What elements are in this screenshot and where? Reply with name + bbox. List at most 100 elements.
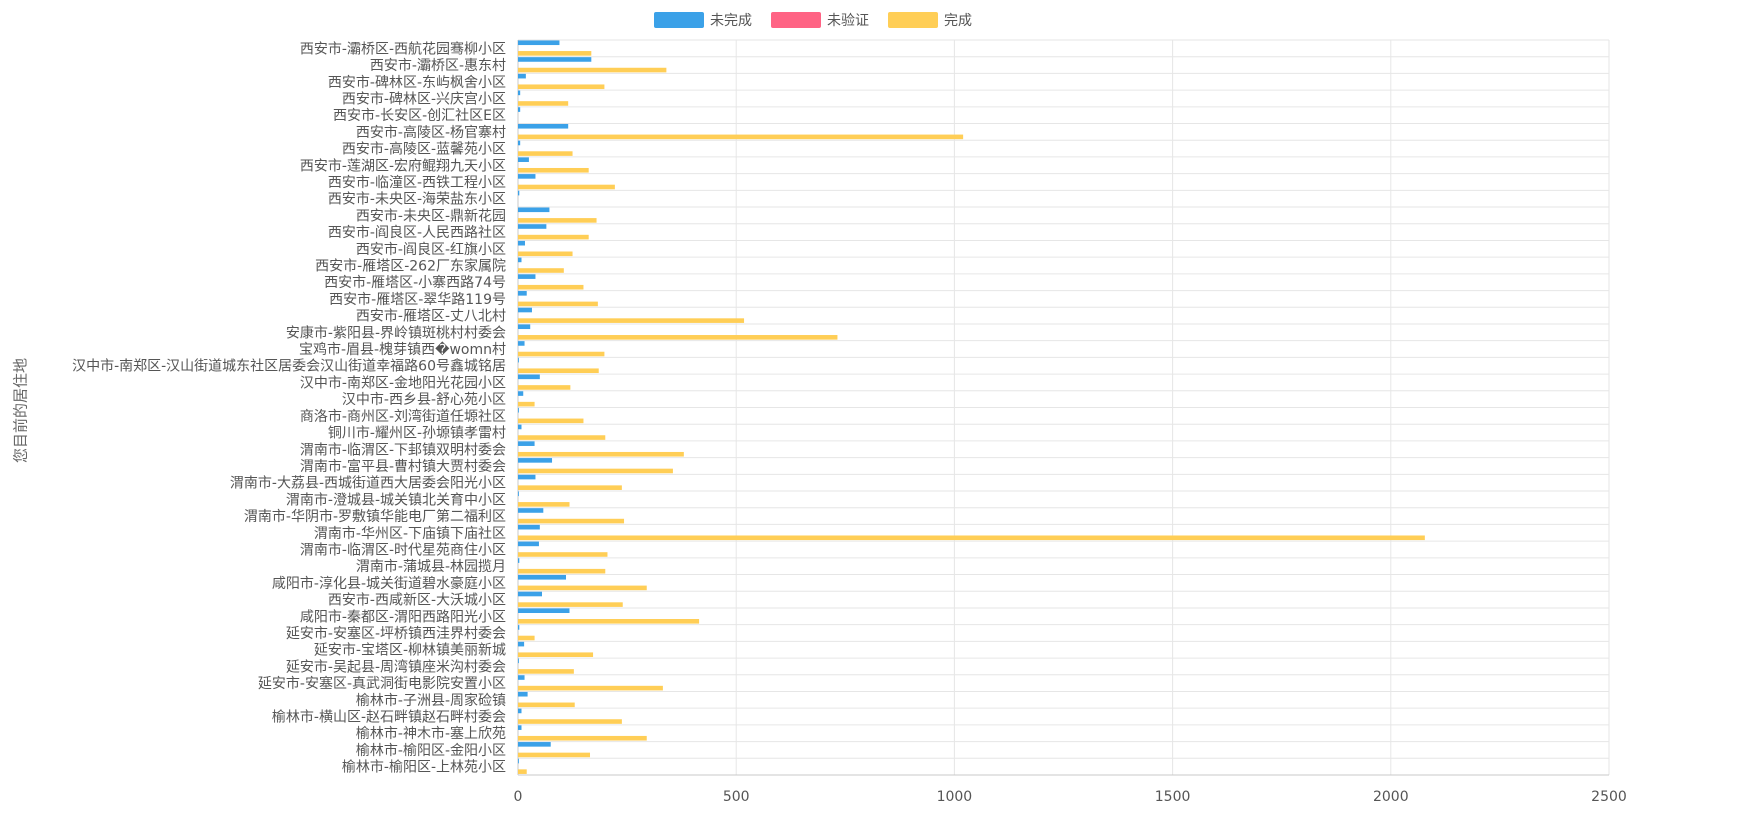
category-label: 咸阳市-淳化县-城关街道碧水豪庭小区 bbox=[272, 575, 506, 592]
bar-incomplete bbox=[518, 558, 520, 563]
bar-incomplete bbox=[518, 424, 522, 430]
bar-incomplete bbox=[518, 257, 522, 263]
bar-incomplete bbox=[518, 391, 524, 396]
bar-incomplete bbox=[518, 625, 520, 630]
category-label: 渭南市-澄城县-城关镇北关育中小区 bbox=[286, 491, 506, 508]
category-label: 汉中市-南郑区-金地阳光花园小区 bbox=[300, 374, 506, 391]
legend-swatch-incomplete bbox=[654, 12, 704, 28]
bar-incomplete bbox=[518, 40, 560, 46]
bar-complete bbox=[518, 184, 615, 190]
legend-item-unverified[interactable]: 未验证 bbox=[771, 8, 869, 32]
x-tick-label: 2000 bbox=[1373, 789, 1409, 805]
x-tick-label: 2500 bbox=[1591, 789, 1627, 805]
category-label: 榆林市-子洲县-周家硷镇 bbox=[356, 692, 506, 709]
category-label: 西安市-灞桥区-惠东村 bbox=[370, 57, 506, 74]
category-label: 铜川市-耀州区-孙塬镇孝雷村 bbox=[328, 425, 506, 442]
bar-incomplete bbox=[518, 107, 521, 112]
bar-incomplete bbox=[518, 374, 540, 380]
legend-swatch-unverified bbox=[771, 12, 821, 28]
category-label: 延安市-安塞区-坪桥镇西洼界村委会 bbox=[286, 625, 506, 642]
bar-incomplete bbox=[518, 57, 592, 62]
category-label: 渭南市-富平县-曹村镇大贾村委会 bbox=[300, 458, 506, 475]
bar-incomplete bbox=[518, 675, 525, 680]
category-label: 渭南市-临渭区-下邽镇双明村委会 bbox=[300, 441, 506, 458]
bar-incomplete bbox=[518, 708, 522, 714]
bar-incomplete bbox=[518, 357, 519, 363]
category-label: 商洛市-商州区-刘湾街道任塬社区 bbox=[300, 408, 506, 425]
legend-item-complete[interactable]: 完成 bbox=[888, 8, 972, 32]
bar-incomplete bbox=[518, 608, 570, 614]
category-label: 西安市-碑林区-东屿枫舍小区 bbox=[328, 74, 506, 91]
bar-complete bbox=[518, 485, 622, 490]
category-label: 西安市-未央区-鼎新花园 bbox=[356, 207, 506, 224]
category-label: 西安市-灞桥区-西航花园骞柳小区 bbox=[300, 40, 506, 57]
category-label: 渭南市-华州区-下庙镇下庙社区 bbox=[314, 525, 506, 542]
bar-complete bbox=[518, 234, 589, 240]
bar-complete bbox=[518, 318, 745, 323]
bar-complete bbox=[518, 568, 606, 574]
bar-incomplete bbox=[518, 474, 536, 480]
bar-incomplete bbox=[518, 324, 531, 330]
x-tick-label: 1500 bbox=[1155, 789, 1191, 805]
category-label: 西安市-雁塔区-丈八北村 bbox=[356, 308, 506, 325]
bar-complete bbox=[518, 652, 594, 658]
category-label: 安康市-紫阳县-界岭镇斑桃村村委会 bbox=[286, 324, 506, 341]
category-label: 西安市-雁塔区-小寨西路74号 bbox=[324, 274, 506, 291]
bar-complete bbox=[518, 167, 589, 173]
bar-incomplete bbox=[518, 224, 547, 229]
category-label: 宝鸡市-眉县-槐芽镇西�womn村 bbox=[299, 341, 506, 358]
bar-incomplete bbox=[518, 641, 525, 647]
category-label: 西安市-高陵区-杨官寨村 bbox=[356, 124, 506, 141]
x-tick-label: 1000 bbox=[937, 789, 973, 805]
bar-incomplete bbox=[518, 341, 525, 346]
bar-incomplete bbox=[518, 691, 528, 697]
bar-incomplete bbox=[518, 140, 521, 146]
category-label: 延安市-宝塔区-柳林镇美丽新城 bbox=[314, 642, 506, 659]
bar-complete bbox=[518, 602, 623, 607]
legend-label-complete: 完成 bbox=[944, 13, 972, 29]
category-label: 西安市-雁塔区-262厂东家属院 bbox=[315, 258, 506, 275]
category-label: 渭南市-华阴市-罗敷镇华能电厂第二福利区 bbox=[244, 508, 506, 525]
bar-incomplete bbox=[518, 407, 519, 413]
bar-complete bbox=[518, 685, 663, 691]
bar-complete bbox=[518, 585, 647, 591]
bar-incomplete bbox=[518, 591, 543, 597]
category-label: 榆林市-横山区-赵石畔镇赵石畔村委会 bbox=[272, 709, 506, 726]
bar-incomplete bbox=[518, 725, 522, 730]
bar-complete bbox=[518, 635, 535, 641]
category-label: 咸阳市-秦都区-渭阳西路阳光小区 bbox=[300, 608, 506, 625]
bar-complete bbox=[518, 502, 570, 507]
category-label: 榆林市-榆阳区-金阳小区 bbox=[356, 742, 506, 759]
bar-incomplete bbox=[518, 90, 521, 96]
bar-complete bbox=[518, 284, 584, 290]
bar-incomplete bbox=[518, 458, 553, 463]
legend-item-incomplete[interactable]: 未完成 bbox=[654, 8, 752, 32]
category-label: 西安市-阎良区-人民西路社区 bbox=[328, 224, 506, 241]
bar-incomplete bbox=[518, 240, 525, 246]
category-label: 渭南市-大荔县-西城街道西大居委会阳光小区 bbox=[230, 475, 506, 492]
bar-complete bbox=[518, 268, 564, 273]
bar-incomplete bbox=[518, 658, 519, 664]
bar-incomplete bbox=[518, 274, 536, 279]
bar-complete bbox=[518, 735, 647, 741]
bar-complete bbox=[518, 351, 605, 357]
bar-incomplete bbox=[518, 207, 550, 213]
category-label: 西安市-临潼区-西铁工程小区 bbox=[328, 174, 506, 191]
legend-swatch-complete bbox=[888, 12, 938, 28]
bar-incomplete bbox=[518, 73, 526, 79]
bar-incomplete bbox=[518, 574, 567, 580]
bar-complete bbox=[518, 719, 622, 724]
bar-complete bbox=[518, 535, 1425, 541]
category-label: 榆林市-神木市-塞上欣苑 bbox=[356, 725, 506, 742]
category-label: 西安市-阎良区-红旗小区 bbox=[356, 241, 506, 258]
bar-complete bbox=[518, 51, 592, 56]
bar-incomplete bbox=[518, 508, 544, 513]
bar-complete bbox=[518, 84, 605, 90]
bar-complete bbox=[518, 101, 569, 106]
bar-incomplete bbox=[518, 758, 519, 764]
bar-complete bbox=[518, 301, 598, 307]
bar-incomplete bbox=[518, 441, 535, 446]
bar-complete bbox=[518, 67, 667, 73]
bar-complete bbox=[518, 468, 673, 474]
